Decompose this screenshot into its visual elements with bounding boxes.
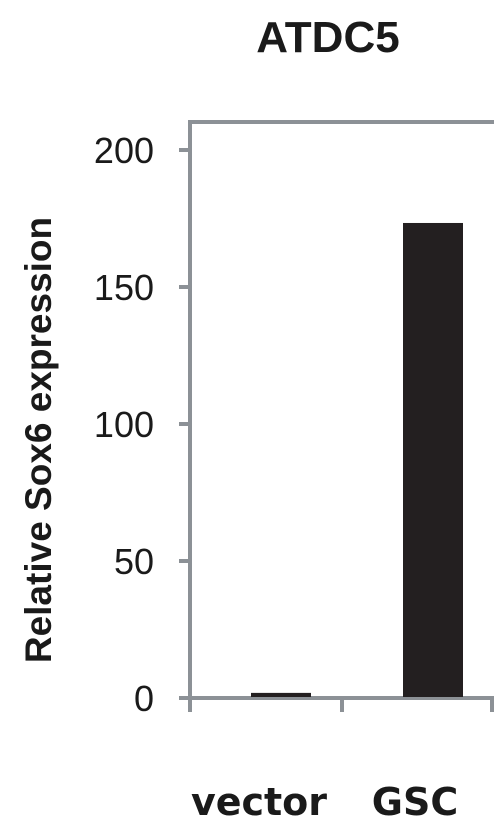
y-tick-label: 200 <box>94 130 154 171</box>
bar-gsc <box>403 222 463 698</box>
y-tick-label: 150 <box>94 267 154 308</box>
x-tick-labels: vector GSC <box>191 780 458 824</box>
chart-title: ATDC5 <box>256 13 399 62</box>
y-axis-label: Relative Sox6 expression <box>18 217 59 663</box>
y-tick-label: 100 <box>94 404 154 445</box>
x-tick-label: GSC <box>372 780 458 824</box>
bar-vector <box>251 692 311 697</box>
x-tick-marks <box>340 698 494 712</box>
y-tick-label: 50 <box>114 541 154 582</box>
axes <box>180 120 494 712</box>
y-tick-labels: 0 50 100 150 200 <box>94 130 154 719</box>
y-tick-label: 0 <box>134 678 154 719</box>
y-tick-marks <box>179 148 190 700</box>
bars <box>251 222 463 698</box>
x-tick-label: vector <box>191 780 327 824</box>
